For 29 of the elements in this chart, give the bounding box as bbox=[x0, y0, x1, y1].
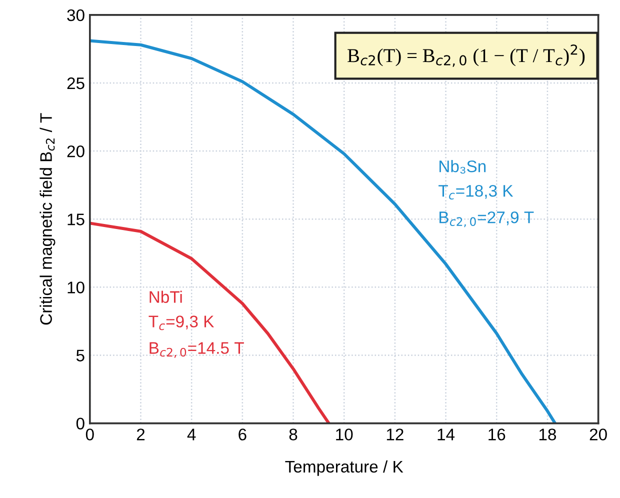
line-series bbox=[90, 222, 330, 424]
x-tick-label: 10 bbox=[336, 428, 353, 440]
annotation: T$_{c}$=18,3 K bbox=[438, 184, 514, 200]
y-tick-label: 20 bbox=[67, 145, 84, 158]
y-tick-label: 5 bbox=[76, 350, 84, 362]
series-label: NbTi bbox=[150, 290, 182, 303]
x-tick-label: 8 bbox=[289, 428, 298, 440]
x-tick-label: 0 bbox=[86, 428, 94, 440]
y-tick-label: 0 bbox=[76, 418, 84, 430]
x-tick-label: 16 bbox=[488, 428, 506, 440]
y-tick-label: 30 bbox=[67, 9, 84, 22]
annotation: T$_{c}$=9,3 K bbox=[148, 316, 214, 330]
x-tick-label: 12 bbox=[386, 428, 404, 440]
annotation: B$_{c2,0}$=27,9 T bbox=[440, 211, 534, 228]
text: B$_{c2}$(T) = B$_{c2,0}$ (1 − (T / T$_{c}$)$^{2}$) bbox=[348, 44, 585, 67]
y-tick-label: 10 bbox=[68, 282, 84, 294]
annotation: B$_{c2,0}$=14.5 T bbox=[150, 342, 244, 358]
text: Nb₃Sn bbox=[440, 160, 486, 174]
x-tick-label: 14 bbox=[438, 428, 455, 440]
x-axis-title: Temperature / K bbox=[285, 460, 404, 476]
y-tick-label: 15 bbox=[68, 214, 84, 226]
x-tick-label: 20 bbox=[590, 428, 607, 440]
y-axis-title: Critical magnetic field B$_{c2}$ / T bbox=[40, 113, 56, 325]
x-tick-label: 4 bbox=[187, 428, 196, 440]
x-tick-label: 18 bbox=[539, 428, 556, 440]
x-tick-label: 2 bbox=[136, 428, 145, 440]
x-tick-label: 6 bbox=[238, 428, 246, 440]
y-tick-label: 25 bbox=[67, 77, 84, 90]
line-series bbox=[90, 39, 557, 424]
